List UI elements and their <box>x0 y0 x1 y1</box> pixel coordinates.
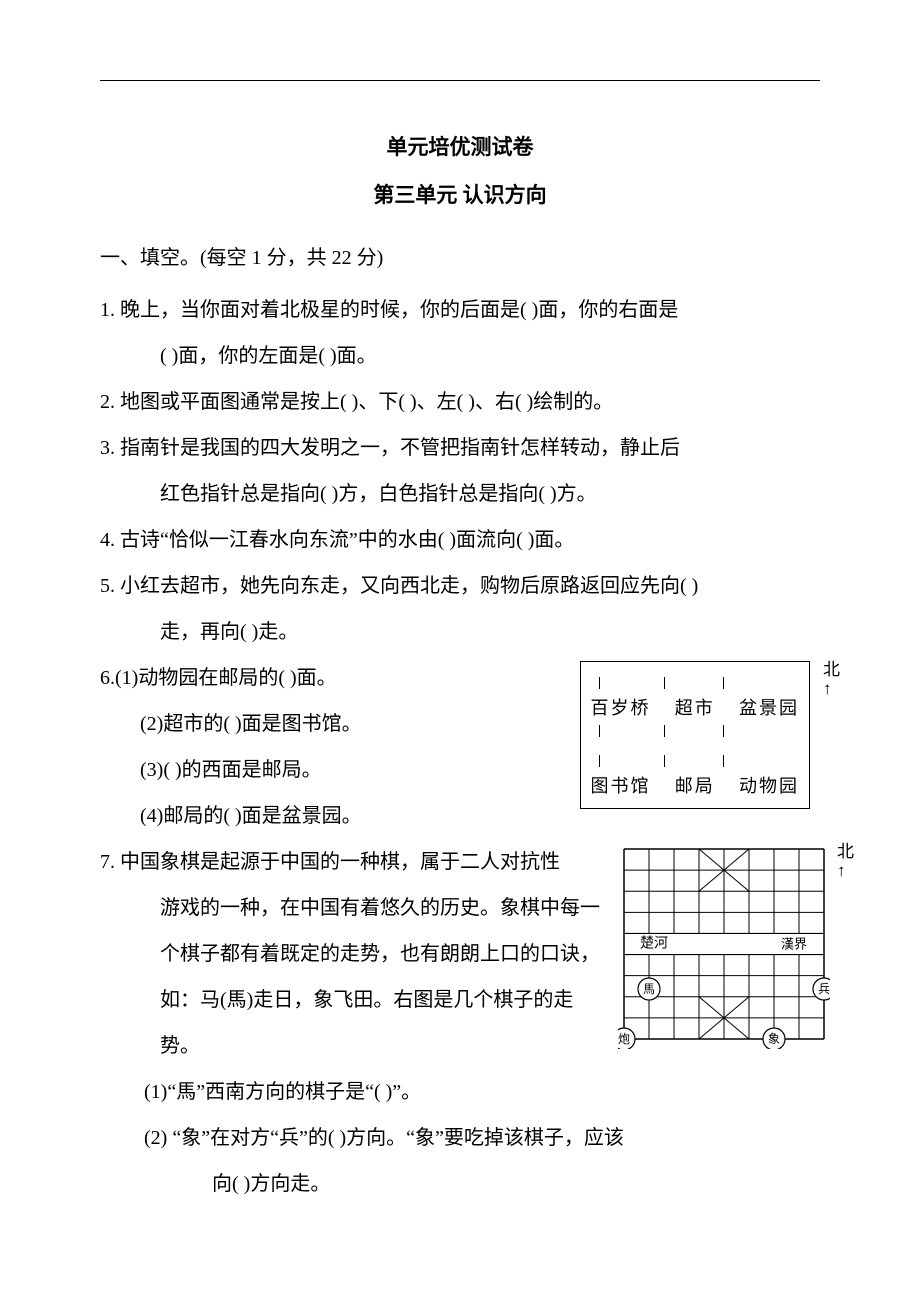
q7-line3: 个棋子都有着既定的走势，也有朗朗上口的口诀， <box>124 931 604 977</box>
question-7-2: (2) “象”在对方“兵”的( )方向。“象”要吃掉该棋子，应该 向( )方向走… <box>132 1115 820 1207</box>
loc-baisuiqiao: 百岁桥 <box>591 698 651 718</box>
q7-2-line2: 向( )方向走。 <box>176 1161 820 1207</box>
q7-line2: 游戏的一种，在中国有着悠久的历史。象棋中每一 <box>124 885 604 931</box>
q5-line1: 5. 小红去超市，她先向东走，又向西北走，购物后原路返回应先向( ) <box>100 575 698 597</box>
q7-2-line1: (2) “象”在对方“兵”的( )方向。“象”要吃掉该棋子，应该 <box>144 1127 624 1149</box>
loc-tushuguan: 图书馆 <box>591 776 651 796</box>
section-1-heading: 一、填空。(每空 1 分，共 22 分) <box>100 235 820 281</box>
loc-youju: 邮局 <box>675 776 715 796</box>
page-title: 单元培优测试卷 <box>100 131 820 161</box>
question-6-wrap: 6.(1)动物园在邮局的( )面。 (2)超市的( )面是图书馆。 (3)( )… <box>100 655 820 839</box>
figure-6-box: 百岁桥 超市 盆景园 图书馆 邮局 动物园 <box>580 661 811 809</box>
q1-line1: 1. 晚上，当你面对着北极星的时候，你的后面是( )面，你的右面是 <box>100 299 678 321</box>
svg-text:楚河: 楚河 <box>640 936 668 952</box>
svg-text:象: 象 <box>768 1032 780 1046</box>
q7-line4: 如：马(馬)走日，象飞田。右图是几个棋子的走势。 <box>124 977 604 1069</box>
question-5: 5. 小红去超市，她先向东走，又向西北走，购物后原路返回应先向( ) 走，再向(… <box>104 563 820 655</box>
svg-text:炮: 炮 <box>618 1032 630 1046</box>
q2-text: 2. 地图或平面图通常是按上( )、下( )、左( )、右( )绘制的。 <box>100 391 613 413</box>
chess-board: 楚河 漢界馬 兵炮 象 <box>618 843 830 1049</box>
loc-dongwuyuan: 动物园 <box>739 776 799 796</box>
q3-line1: 3. 指南针是我国的四大发明之一，不管把指南针怎样转动，静止后 <box>100 437 680 459</box>
question-7-wrap: 7. 中国象棋是起源于中国的一种棋，属于二人对抗性 游戏的一种，在中国有着悠久的… <box>100 839 820 1207</box>
question-1: 1. 晚上，当你面对着北极星的时候，你的后面是( )面，你的右面是 ( )面，你… <box>104 287 820 379</box>
q1-line2: ( )面，你的左面是( )面。 <box>124 333 820 379</box>
question-4: 4. 古诗“恰似一江春水向东流”中的水由( )面流向( )面。 <box>104 517 820 563</box>
q4-text: 4. 古诗“恰似一江春水向东流”中的水由( )面流向( )面。 <box>100 529 574 551</box>
q5-line2: 走，再向( )走。 <box>124 609 820 655</box>
q3-line2: 红色指针总是指向( )方，白色指针总是指向( )方。 <box>124 471 820 517</box>
north-arrow-icon-7: ↑ <box>837 861 846 880</box>
q7-line1: 7. 中国象棋是起源于中国的一种棋，属于二人对抗性 <box>100 851 560 873</box>
page-subtitle: 第三单元 认识方向 <box>100 179 820 209</box>
north-label: 北 <box>823 660 840 679</box>
figure-6-row-1: 百岁桥 超市 盆景园 <box>591 694 800 720</box>
north-label-7: 北 <box>837 842 854 861</box>
svg-text:兵: 兵 <box>818 982 830 996</box>
figure-6-north: 北 ↑ <box>823 661 840 698</box>
svg-text:馬: 馬 <box>643 982 655 996</box>
loc-penjingyuan: 盆景园 <box>739 698 799 718</box>
figure-7-north: 北 ↑ <box>837 843 854 880</box>
question-2: 2. 地图或平面图通常是按上( )、下( )、左( )、右( )绘制的。 <box>104 379 820 425</box>
figure-6: 北 ↑ 百岁桥 超市 盆景园 <box>580 661 811 809</box>
question-3: 3. 指南针是我国的四大发明之一，不管把指南针怎样转动，静止后 红色指针总是指向… <box>104 425 820 517</box>
svg-text:漢界: 漢界 <box>781 937 807 952</box>
figure-7: 北 ↑ 楚河漢界馬兵炮象 <box>618 843 830 1054</box>
figure-6-row-2: 图书馆 邮局 动物园 <box>591 772 800 798</box>
question-7-1: (1)“馬”西南方向的棋子是“( )”。 <box>132 1069 820 1115</box>
question-7-intro: 7. 中国象棋是起源于中国的一种棋，属于二人对抗性 游戏的一种，在中国有着悠久的… <box>104 839 604 1069</box>
north-arrow-icon: ↑ <box>823 679 832 698</box>
loc-chaoshi: 超市 <box>675 698 715 718</box>
page-top-rule <box>100 80 820 81</box>
